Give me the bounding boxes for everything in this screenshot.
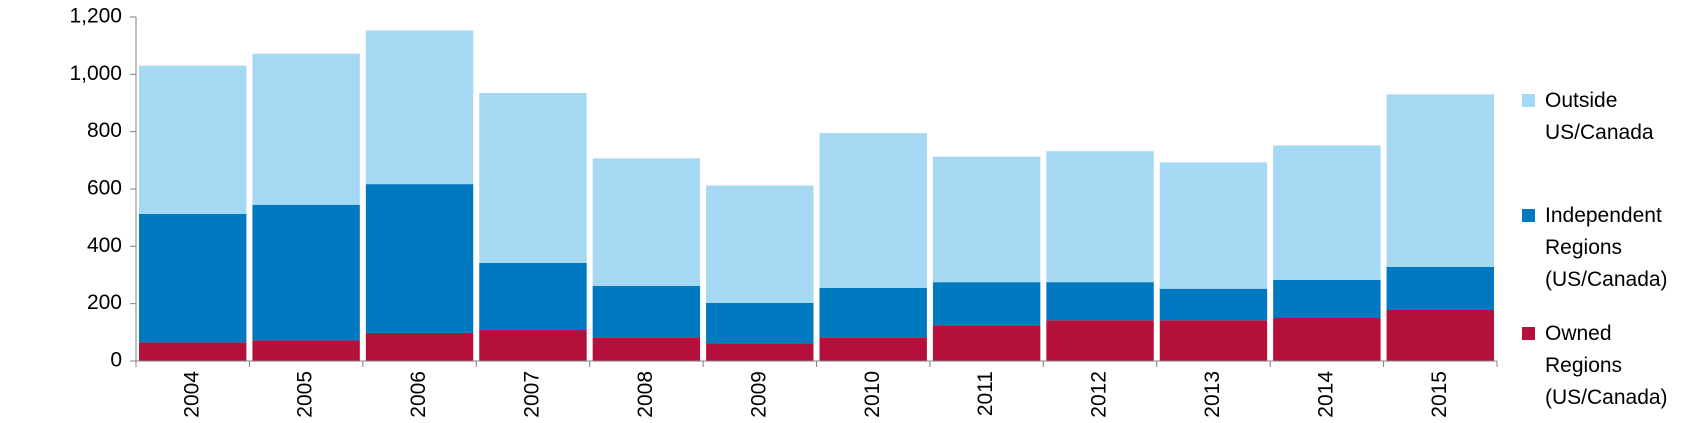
bar-segment <box>706 302 814 344</box>
legend-item: Outside US/Canada <box>1522 85 1682 149</box>
bar-segment <box>592 285 701 338</box>
bar-segment <box>252 340 360 361</box>
x-tick-label: 2005 <box>294 371 317 418</box>
bar-segment <box>819 287 927 338</box>
bar-segment <box>365 184 474 333</box>
y-tick-label: 600 <box>87 177 122 200</box>
legend-label: Independent Regions (US/Canada) <box>1545 204 1668 291</box>
bar-segment <box>932 282 1041 326</box>
bar-segment <box>1273 318 1381 361</box>
bar-segment <box>139 65 247 214</box>
x-tick-label: 2010 <box>861 371 884 418</box>
x-tick-label: 2011 <box>974 371 997 416</box>
bar-segment <box>365 30 474 185</box>
bar-segment <box>706 185 814 303</box>
bar-segment <box>1046 151 1154 283</box>
x-tick-label: 2009 <box>747 371 770 418</box>
bar-segment <box>819 337 927 361</box>
bar-segment <box>1159 288 1268 321</box>
x-tick-label: 2007 <box>521 371 544 418</box>
bar-segment <box>819 133 927 288</box>
legend-swatch <box>1522 94 1535 107</box>
bar-segment <box>1159 320 1268 361</box>
bar-segment <box>1046 282 1154 321</box>
x-tick-label: 2006 <box>407 371 430 418</box>
y-tick-label: 800 <box>87 119 122 142</box>
bar-segment <box>139 213 247 343</box>
bar-segment <box>479 330 587 361</box>
bar-segment <box>706 343 814 361</box>
bar-segment <box>1386 266 1494 310</box>
legend-item: Owned Regions (US/Canada) <box>1522 318 1682 414</box>
bar-segment <box>479 92 587 263</box>
bar-segment <box>252 53 360 205</box>
bar-segment <box>1386 309 1494 361</box>
x-tick-label: 2014 <box>1314 371 1337 418</box>
legend-item: Independent Regions (US/Canada) <box>1522 200 1682 296</box>
bar-segment <box>1273 145 1381 280</box>
bar-segment <box>139 342 247 361</box>
y-tick-label: 400 <box>87 234 122 257</box>
bar-segment <box>932 156 1041 283</box>
x-tick-label: 2013 <box>1201 371 1224 418</box>
legend-swatch <box>1522 209 1535 222</box>
x-tick-label: 2012 <box>1088 371 1111 418</box>
bar-segment <box>592 337 701 361</box>
x-tick-label: 2015 <box>1428 371 1451 418</box>
bar-segment <box>365 332 474 361</box>
y-tick-label: 0 <box>110 349 122 372</box>
bar-segment <box>1386 94 1494 267</box>
y-tick-label: 200 <box>87 291 122 314</box>
bar-segment <box>1159 162 1268 289</box>
bar-segment <box>479 262 587 331</box>
y-tick-label: 1,200 <box>69 5 122 28</box>
bar-segment <box>932 325 1041 361</box>
bar-segment <box>1046 320 1154 361</box>
legend-label: Outside US/Canada <box>1545 89 1654 144</box>
y-tick-label: 1,000 <box>69 62 122 85</box>
legend-label: Owned Regions (US/Canada) <box>1545 322 1668 409</box>
bar-segment <box>252 204 360 341</box>
bar-segment <box>592 158 701 286</box>
legend-swatch <box>1522 327 1535 340</box>
bar-segment <box>1273 279 1381 318</box>
x-tick-label: 2004 <box>180 371 203 418</box>
x-tick-label: 2008 <box>634 371 657 418</box>
